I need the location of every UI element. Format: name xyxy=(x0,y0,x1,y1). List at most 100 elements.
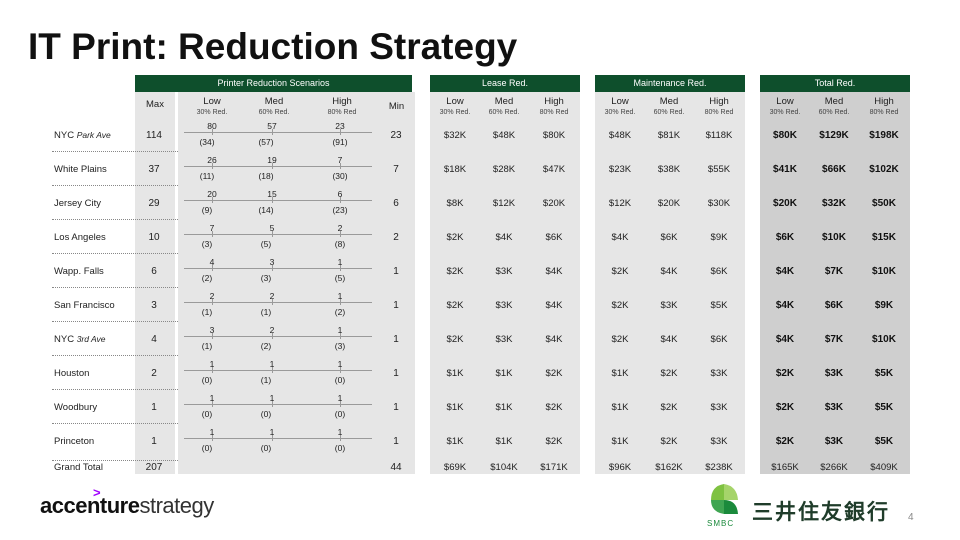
total-reduction-value: $3K xyxy=(824,402,844,413)
grand-total-lease-value: $69K xyxy=(443,462,467,473)
total-reduction-value: $32K xyxy=(822,198,846,209)
maint-reduction-value: $9K xyxy=(710,232,728,243)
row-divider xyxy=(52,423,178,424)
scenario-med-reduction: (57) xyxy=(258,137,274,147)
maint-reduction-value: $55K xyxy=(707,164,731,175)
total-reduction-value: $5K xyxy=(874,436,894,447)
lease-reduction-value: $6K xyxy=(545,232,563,243)
maint-reduction-value: $2K xyxy=(660,402,678,413)
lease-reduction-value: $3K xyxy=(495,334,513,345)
max-value: 37 xyxy=(148,164,160,175)
maint-reduction-value: $23K xyxy=(608,164,632,175)
reduction-col-label: Med xyxy=(659,96,679,107)
scenario-tick xyxy=(272,129,273,135)
scenario-high-reduction: (30) xyxy=(332,171,348,181)
smbc-label: SMBC xyxy=(707,519,735,528)
min-value: 2 xyxy=(393,232,399,243)
site-name: Jersey City xyxy=(54,198,101,209)
lease-reduction-value: $1K xyxy=(495,368,513,379)
site-name-text: White Plains xyxy=(54,164,107,175)
max-value: 3 xyxy=(151,300,157,311)
scenario-high-count: 1 xyxy=(337,427,343,437)
min-value: 1 xyxy=(393,368,399,379)
scenario-col-sublabel: 80% Red xyxy=(327,109,357,116)
scenario-tick xyxy=(340,265,341,271)
row-divider xyxy=(52,287,178,288)
reduction-col-sublabel: 30% Red. xyxy=(769,109,801,116)
total-reduction-value: $2K xyxy=(775,402,795,413)
scenario-low-count: 80 xyxy=(207,121,217,131)
lease-reduction-value: $2K xyxy=(545,402,563,413)
reduction-col-label: Low xyxy=(776,96,794,107)
logo-word-accenture: accenture xyxy=(40,493,140,518)
scenario-tick xyxy=(340,299,341,305)
scenario-med-reduction: (2) xyxy=(260,341,272,351)
scenario-low-reduction: (0) xyxy=(201,443,213,453)
scenario-low-count: 3 xyxy=(209,325,215,335)
maint-reduction-value: $1K xyxy=(611,436,629,447)
scenario-low-reduction: (2) xyxy=(201,273,213,283)
min-value: 1 xyxy=(393,300,399,311)
total-reduction-value: $4K xyxy=(775,266,795,277)
scenario-tick xyxy=(340,333,341,339)
total-reduction-value: $50K xyxy=(872,198,896,209)
scenario-high-reduction: (0) xyxy=(334,375,346,385)
scenario-low-reduction: (0) xyxy=(201,375,213,385)
grand-total-maint-value: $238K xyxy=(705,462,733,473)
scenario-track xyxy=(184,302,372,303)
scenario-med-reduction: (0) xyxy=(260,443,272,453)
page-number: 4 xyxy=(908,512,914,523)
total-reduction-value: $6K xyxy=(824,300,844,311)
site-name-italic: 3rd Ave xyxy=(76,334,106,344)
maint-reduction-value: $2K xyxy=(660,368,678,379)
total-reduction-value: $41K xyxy=(773,164,797,175)
scenario-high-count: 1 xyxy=(337,257,343,267)
scenario-med-reduction: (3) xyxy=(260,273,272,283)
scenario-tick xyxy=(272,231,273,237)
reduction-col-header-2-0: Low 30% Red. xyxy=(761,96,809,118)
site-name: Los Angeles xyxy=(54,232,106,243)
lease-reduction-value: $12K xyxy=(492,198,516,209)
reduction-col-sublabel: 30% Red. xyxy=(604,109,636,116)
scenario-tick xyxy=(212,333,213,339)
scenario-tick xyxy=(272,401,273,407)
lease-reduction-value: $32K xyxy=(443,130,467,141)
reduction-col-header-1-1: Med 60% Red. xyxy=(645,96,693,118)
grand-total-maint-value: $162K xyxy=(655,462,683,473)
reduction-col-sublabel: 80% Red xyxy=(704,109,734,116)
smbc-logo-icon xyxy=(711,484,738,514)
scenario-tick xyxy=(212,299,213,305)
lease-reduction-value: $2K xyxy=(545,368,563,379)
reduction-col-sublabel: 80% Red xyxy=(539,109,569,116)
total-reduction-value: $4K xyxy=(775,334,795,345)
accenture-logo-mark: > xyxy=(93,485,101,500)
max-col-header: Max xyxy=(146,99,164,110)
scenario-track xyxy=(184,336,372,337)
scenario-low-reduction: (1) xyxy=(201,341,213,351)
row-divider xyxy=(52,321,178,322)
scenario-low-count: 1 xyxy=(209,393,215,403)
reduction-col-label: High xyxy=(709,96,729,107)
max-value: 4 xyxy=(151,334,157,345)
min-value: 6 xyxy=(393,198,399,209)
scenario-tick xyxy=(340,163,341,169)
scenario-track xyxy=(184,200,372,201)
reduction-col-sublabel: 60% Red. xyxy=(653,109,685,116)
scenario-track xyxy=(184,438,372,439)
scenario-low-count: 4 xyxy=(209,257,215,267)
site-name: NYC 3rd Ave xyxy=(54,334,106,345)
lease-reduction-value: $8K xyxy=(446,198,464,209)
total-reduction-value: $80K xyxy=(773,130,797,141)
maint-reduction-value: $12K xyxy=(608,198,632,209)
maint-reduction-value: $2K xyxy=(660,436,678,447)
site-name-text: NYC xyxy=(54,130,77,141)
lease-reduction-value: $1K xyxy=(495,402,513,413)
scenario-low-reduction: (9) xyxy=(201,205,213,215)
reduction-col-label: Med xyxy=(494,96,514,107)
max-value: 29 xyxy=(148,198,160,209)
maint-reduction-value: $6K xyxy=(710,266,728,277)
scenario-med-reduction: (5) xyxy=(260,239,272,249)
total-reduction-value: $4K xyxy=(775,300,795,311)
site-name: NYC Park Ave xyxy=(54,130,111,141)
scenario-low-reduction: (11) xyxy=(199,171,215,181)
